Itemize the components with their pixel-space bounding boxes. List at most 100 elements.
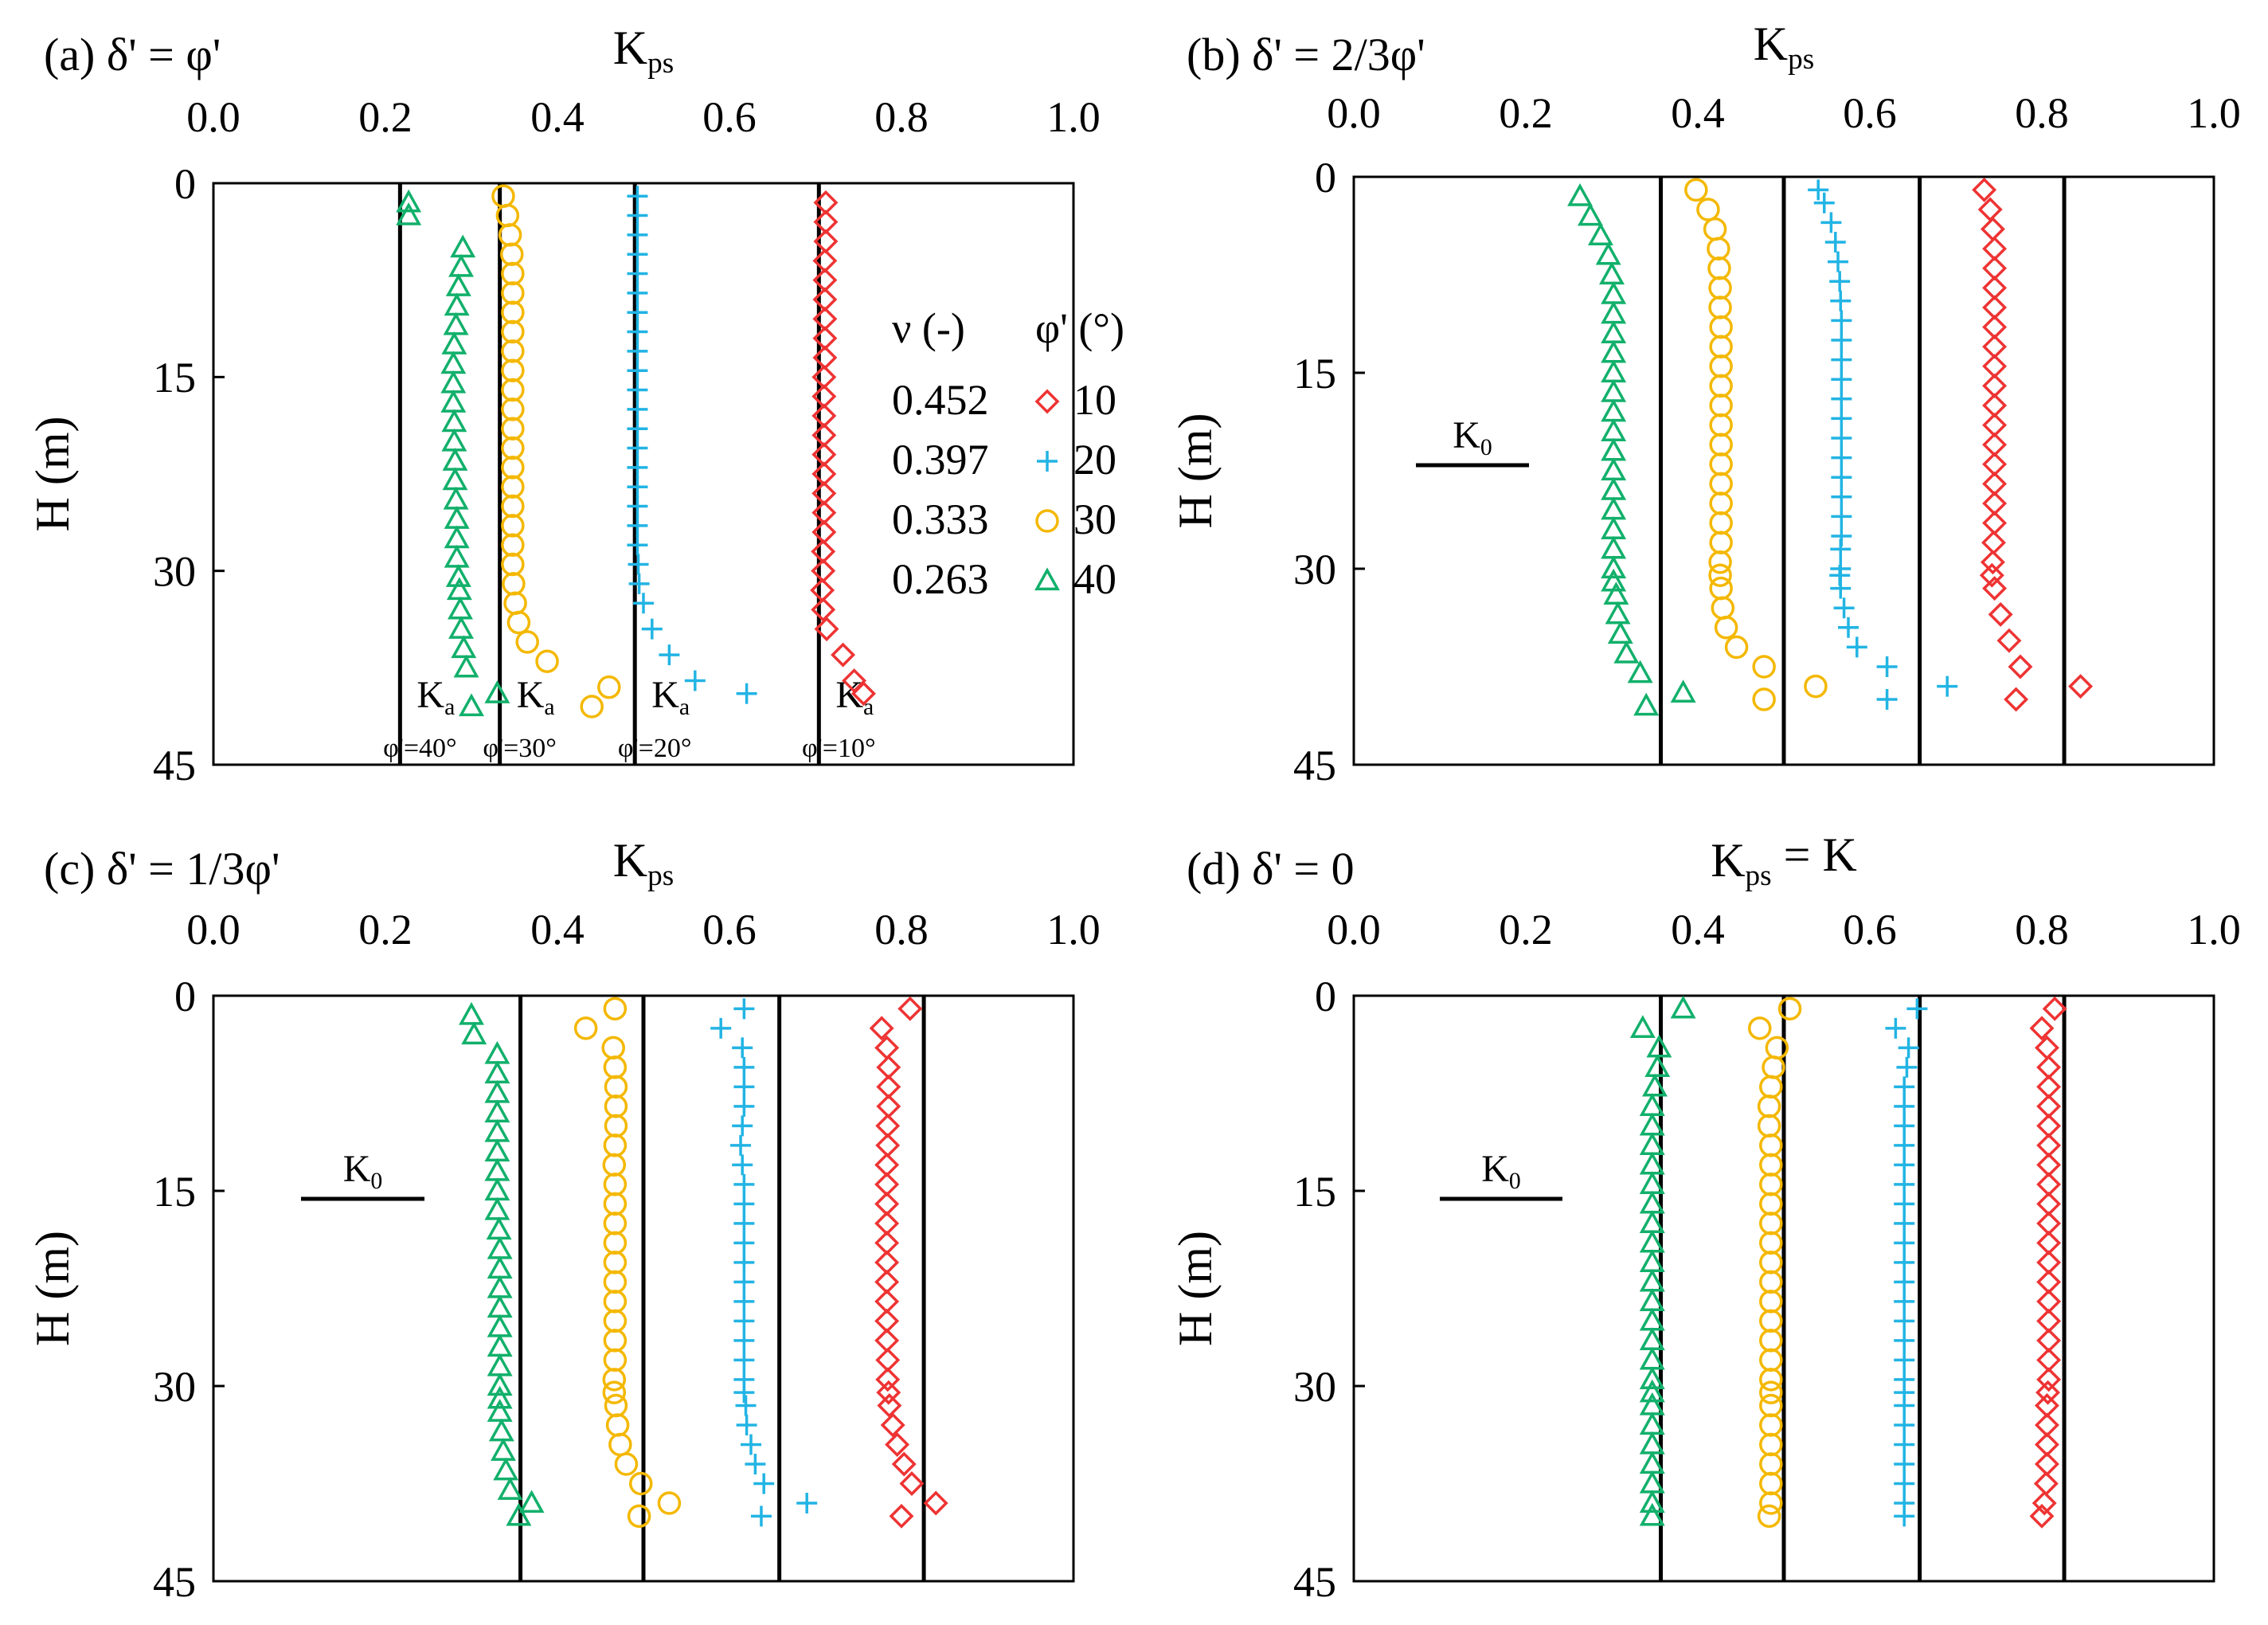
- series-phi20: [1885, 998, 1928, 1527]
- data-point: [603, 1290, 628, 1314]
- data-point: [1831, 388, 1852, 409]
- data-point: [487, 1314, 513, 1337]
- data-point: [1627, 660, 1653, 683]
- y-tick-label: 15: [153, 354, 196, 401]
- data-point: [736, 1415, 757, 1435]
- y-tick-label: 0: [1315, 154, 1336, 202]
- data-point: [1696, 198, 1720, 221]
- data-point: [1831, 428, 1852, 448]
- data-point: [501, 397, 525, 421]
- data-point: [1708, 296, 1732, 319]
- data-point: [1894, 1154, 1915, 1176]
- data-point: [1982, 295, 2008, 320]
- data-point: [1894, 1329, 1915, 1351]
- data-point: [1831, 330, 1852, 350]
- x-tick-label: 1.0: [1046, 93, 1101, 141]
- series-phi10: [2029, 996, 2067, 1529]
- data-point: [1831, 447, 1852, 468]
- legend-marker: [1034, 567, 1060, 591]
- data-point: [1603, 581, 1629, 605]
- data-point: [461, 1021, 487, 1045]
- data-point: [501, 319, 525, 344]
- x-tick-label: 0.4: [530, 93, 585, 141]
- data-point: [1607, 621, 1633, 644]
- legend-phi: 20: [1073, 436, 1116, 484]
- data-point: [1752, 655, 1776, 679]
- data-point: [1759, 1491, 1783, 1515]
- data-point: [497, 1477, 523, 1500]
- data-point: [603, 1348, 628, 1372]
- series-phi40: [1629, 995, 1696, 1526]
- data-point: [490, 1438, 516, 1461]
- data-point: [1646, 1034, 1672, 1058]
- data-point: [396, 202, 422, 225]
- data-point: [733, 998, 755, 1020]
- data-point: [2033, 1471, 2059, 1496]
- data-point: [1981, 530, 2006, 555]
- data-point: [899, 1471, 925, 1496]
- data-point: [627, 205, 648, 226]
- panel-title: (c) δ' = 1/3φ': [44, 843, 280, 895]
- data-point: [602, 1368, 627, 1392]
- data-point: [602, 1380, 627, 1404]
- data-point: [1988, 601, 2013, 627]
- ka-note: φ'=20°: [618, 734, 692, 763]
- legend-marker: [1035, 509, 1059, 533]
- x-tick-label: 1.0: [1046, 906, 1101, 953]
- data-point: [1670, 679, 1696, 703]
- data-point: [1894, 1173, 1915, 1195]
- data-point: [442, 448, 468, 471]
- panel-title: (b) δ' = 2/3φ': [1187, 29, 1425, 80]
- data-point: [484, 1196, 510, 1220]
- data-point: [604, 1094, 628, 1118]
- x-tick-label: 1.0: [2187, 89, 2241, 137]
- data-point: [1830, 290, 1852, 311]
- plot-frame: [212, 182, 1075, 766]
- data-point: [733, 1076, 755, 1098]
- data-point: [1777, 997, 1802, 1021]
- data-point: [1759, 1134, 1783, 1157]
- y-tick-label: 0: [174, 160, 196, 208]
- data-point: [450, 234, 476, 258]
- data-point: [440, 390, 467, 413]
- series-phi10: [810, 190, 876, 707]
- data-point: [1601, 300, 1627, 324]
- data-point: [1633, 692, 1660, 716]
- data-point: [627, 340, 648, 362]
- series-phi30: [573, 997, 682, 1529]
- ka-note: φ'=30°: [483, 734, 557, 763]
- data-point: [1982, 275, 2008, 300]
- data-point: [453, 654, 479, 678]
- x-tick-label: 0.0: [186, 93, 240, 141]
- data-point: [1759, 1270, 1783, 1294]
- data-point: [597, 675, 621, 699]
- data-point: [733, 1271, 755, 1293]
- x-tick-label: 0.4: [530, 906, 585, 953]
- x-tick-label: 0.6: [702, 906, 757, 953]
- x-tick-label: 0.0: [1327, 89, 1381, 137]
- legend-nu: 0.452: [892, 376, 989, 424]
- data-point: [501, 436, 525, 460]
- data-point: [877, 1393, 902, 1418]
- data-point: [627, 321, 648, 343]
- y-tick-label: 45: [153, 1558, 196, 1606]
- data-point: [573, 1016, 598, 1040]
- data-point: [733, 1382, 755, 1404]
- data-point: [1982, 334, 2008, 359]
- data-point: [1639, 1366, 1665, 1389]
- data-point: [1831, 467, 1852, 488]
- data-point: [501, 533, 525, 557]
- data-point: [501, 514, 525, 538]
- data-point: [641, 618, 663, 640]
- data-point: [1595, 241, 1621, 265]
- data-point: [1894, 1434, 1915, 1455]
- k0-label: K0: [1481, 1148, 1521, 1194]
- data-point: [1830, 538, 1852, 560]
- data-point: [603, 1329, 628, 1353]
- panel-a: (a) δ' = φ' Kps H (m) 0.0 0.2 0.4 0.6 0.8 1.0 0 15…: [26, 22, 1101, 789]
- data-point: [627, 186, 648, 207]
- data-point: [448, 253, 475, 277]
- data-point: [447, 596, 473, 620]
- data-point: [1714, 616, 1738, 640]
- data-point: [733, 1251, 755, 1273]
